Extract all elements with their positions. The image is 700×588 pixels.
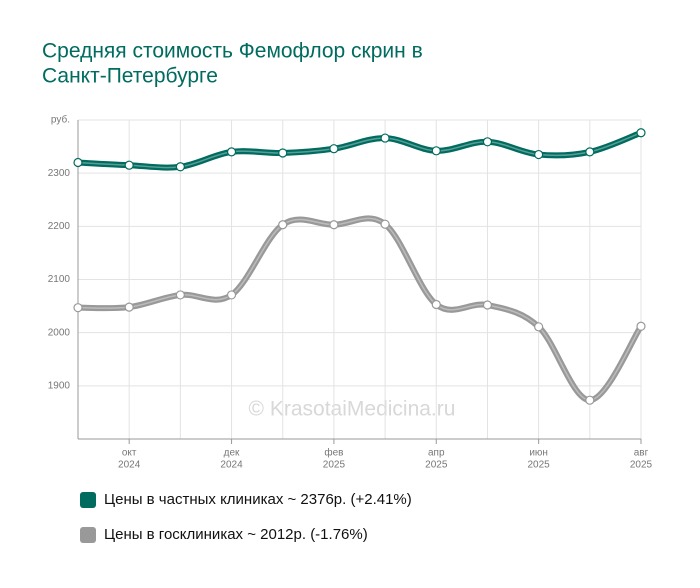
x-tick-label: 2025 (323, 460, 346, 471)
watermark: © KrasotaiMedicina.ru (249, 398, 456, 421)
x-tick-label: июн (529, 448, 548, 459)
series-line-highlight (77, 217, 642, 401)
y-tick-label: 2200 (48, 221, 71, 232)
x-tick-label: 2025 (528, 460, 551, 471)
x-tick-label: 2025 (425, 460, 448, 471)
data-point (329, 220, 339, 230)
chart-title: Средняя стоимость Фемофлор скрин в (42, 40, 423, 63)
data-point (124, 302, 134, 312)
data-point (278, 220, 288, 230)
data-point (124, 160, 134, 170)
data-point (431, 299, 441, 310)
series-line (77, 129, 643, 171)
y-tick-label: руб. (51, 114, 70, 126)
data-point (585, 395, 595, 405)
x-tick-label: 2025 (630, 460, 653, 471)
data-point (431, 146, 441, 156)
data-point (329, 144, 339, 154)
y-tick-label: 2300 (48, 168, 71, 179)
data-point (175, 290, 185, 300)
x-tick-label: 2024 (118, 460, 141, 471)
data-point (380, 219, 390, 229)
x-tick-label: авг (634, 448, 649, 459)
data-point (175, 162, 185, 172)
legend-label: Цены в частных клиниках ~ 2376р. (+2.41%… (104, 491, 412, 508)
x-tick-label: окт (122, 448, 137, 459)
series-line (77, 215, 644, 404)
legend-label: Цены в госклиниках ~ 2012р. (-1.76%) (104, 526, 368, 543)
data-point (534, 322, 544, 332)
x-tick-label: апр (428, 448, 445, 459)
legend-swatch (80, 492, 96, 508)
y-tick-label: 1900 (48, 380, 71, 391)
legend-swatch (80, 527, 96, 543)
data-point (636, 321, 646, 331)
x-tick-label: дек (224, 448, 240, 459)
data-point (278, 148, 288, 158)
data-point (636, 128, 646, 138)
data-point (226, 147, 237, 157)
x-tick-label: 2024 (220, 460, 243, 471)
chart-title: Санкт-Петербурге (42, 65, 218, 88)
x-tick-label: фев (324, 447, 343, 459)
data-point (534, 149, 544, 160)
data-point (380, 133, 390, 143)
data-point (73, 303, 83, 313)
data-point (73, 157, 83, 168)
y-tick-label: 2000 (48, 327, 71, 338)
data-point (226, 290, 237, 300)
data-point (482, 137, 493, 147)
y-tick-label: 2100 (48, 274, 71, 285)
data-point (585, 147, 595, 157)
series-line-highlight (77, 132, 642, 169)
data-point (482, 300, 493, 310)
